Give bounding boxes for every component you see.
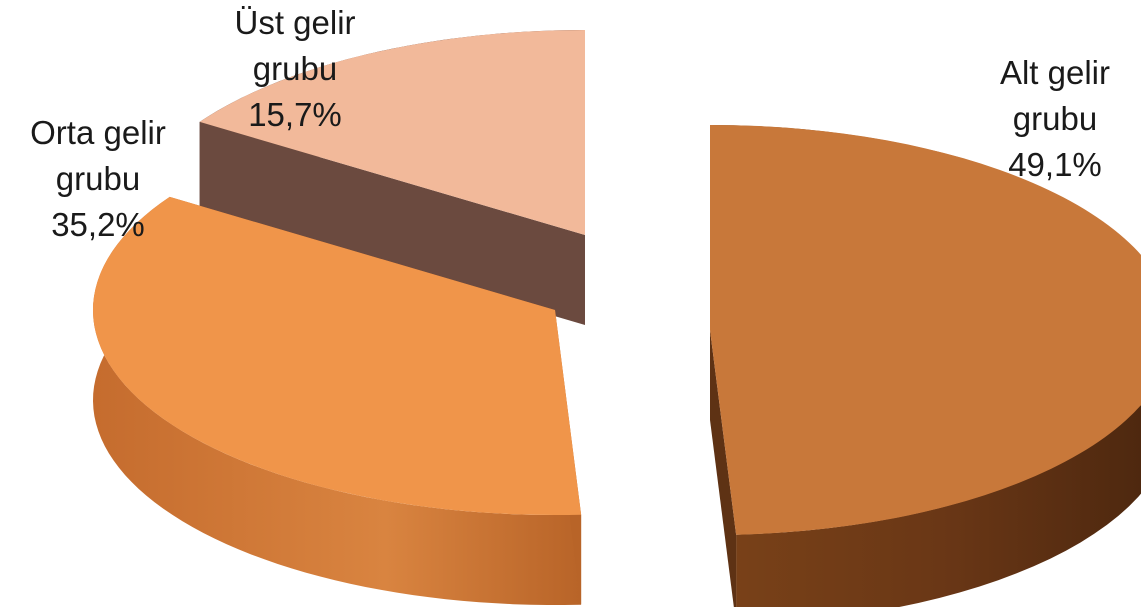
pie-slice-0 <box>710 124 1141 607</box>
slice-value: 35,2% <box>51 206 145 243</box>
slice-label-line2: grubu <box>252 50 338 87</box>
pie-slice-wall <box>710 330 737 607</box>
slice-label-line2: grubu <box>1012 100 1098 137</box>
pie-slice-top <box>199 30 585 235</box>
pie-slice-top <box>710 124 1141 535</box>
pie-slice-2 <box>199 30 585 325</box>
slice-label-ust: Üst gelir grubu 15,7% <box>220 0 370 138</box>
slice-value: 49,1% <box>1008 146 1102 183</box>
slice-label-orta: Orta gelir grubu 35,2% <box>18 110 178 248</box>
slice-label-line1: Orta gelir <box>30 114 166 151</box>
slice-label-alt: Alt gelir grubu 49,1% <box>990 50 1120 188</box>
pie-slice-side <box>93 196 582 605</box>
slice-value: 15,7% <box>248 96 342 133</box>
pie-slice-top <box>92 196 582 516</box>
slice-label-line1: Üst gelir <box>234 4 356 41</box>
pie-slice-wall <box>199 121 585 325</box>
slice-label-line2: grubu <box>55 160 141 197</box>
slice-label-line1: Alt gelir <box>999 54 1111 91</box>
pie-slice-1 <box>92 196 582 605</box>
